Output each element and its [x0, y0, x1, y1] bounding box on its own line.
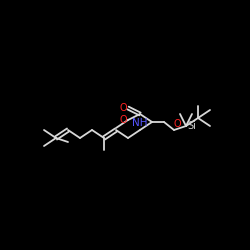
Text: O: O [173, 119, 181, 129]
Text: O: O [119, 103, 127, 113]
Text: Si: Si [188, 121, 196, 131]
Text: O: O [119, 115, 127, 125]
Text: NH: NH [132, 118, 148, 128]
